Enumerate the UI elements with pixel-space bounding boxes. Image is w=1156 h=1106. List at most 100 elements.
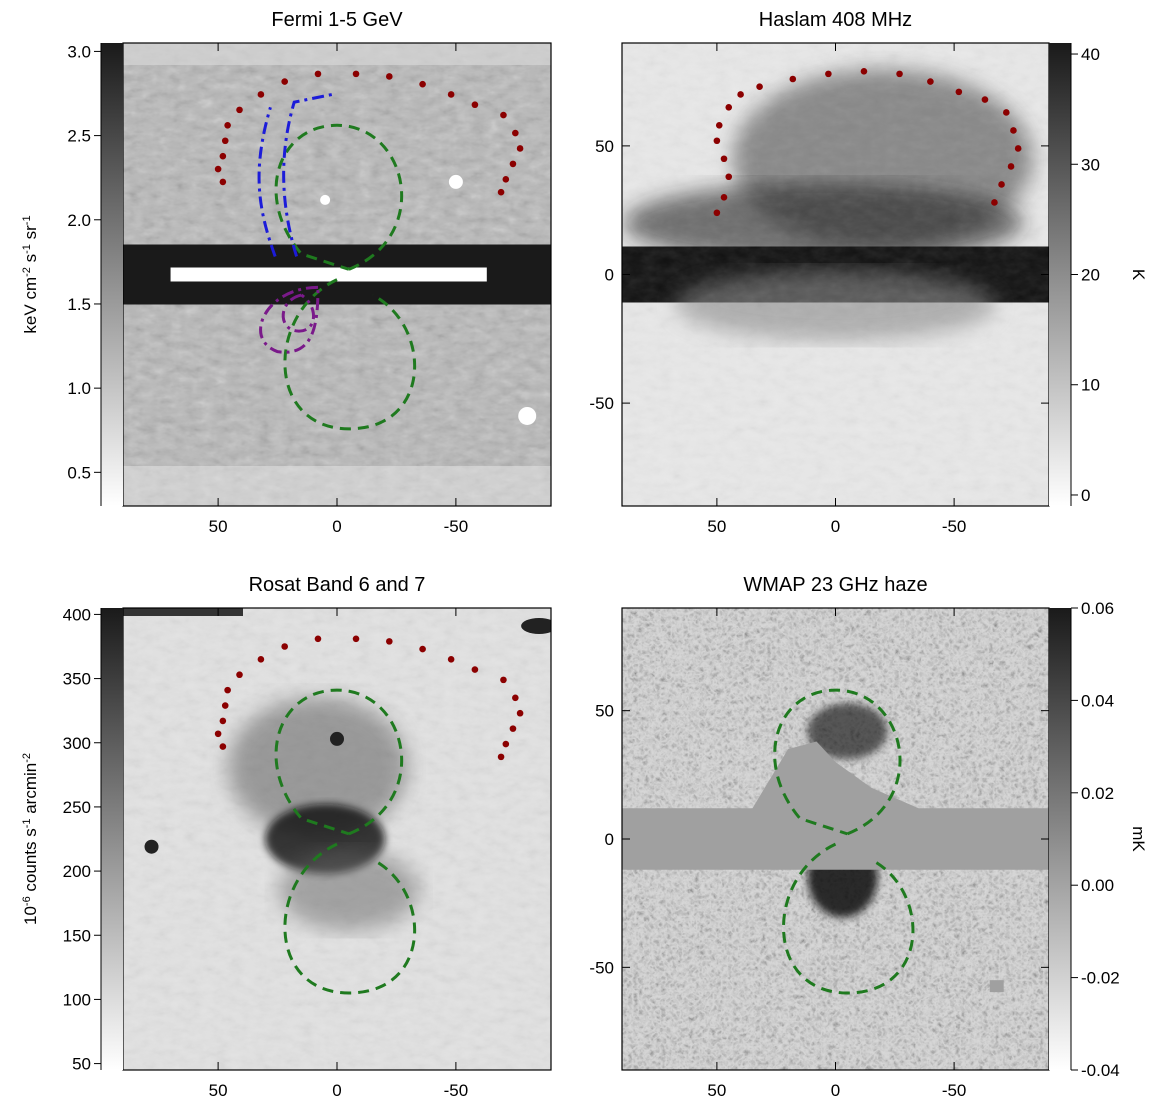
- colorbar-tick-label: 100: [63, 990, 91, 1009]
- edge-dot: [257, 91, 265, 98]
- colorbar: 0 10 20 30 40 K: [1049, 43, 1148, 506]
- north-bubble-outline: [274, 688, 403, 836]
- edge-dot: [236, 106, 243, 114]
- x-tick-label: 50: [209, 1081, 228, 1100]
- colorbar-tick-label: 2.0: [67, 211, 91, 230]
- x-tick-label: 0: [831, 1081, 840, 1100]
- colorbar-tick-label: 20: [1081, 266, 1100, 285]
- colorbar-tick-label: 0: [1081, 486, 1090, 505]
- panel-title: Fermi 1-5 GeV: [271, 9, 403, 31]
- y-tick-label: 50: [595, 702, 614, 721]
- edge-dot: [955, 88, 963, 96]
- panel-title: Haslam 408 MHz: [759, 9, 912, 31]
- edge-dot: [502, 176, 510, 183]
- colorbar-tick-label: 400: [63, 605, 91, 624]
- x-tick-label: 0: [332, 517, 341, 536]
- colorbar-tick-label: 350: [63, 670, 91, 689]
- edge-dot: [352, 635, 360, 643]
- edge-dot: [219, 743, 227, 750]
- panel-title: WMAP 23 GHz haze: [743, 574, 927, 596]
- purple-outline: [259, 285, 320, 354]
- colorbar-label: mK: [1129, 826, 1148, 852]
- y-tick-label: 0: [605, 830, 614, 849]
- edge-dot: [221, 702, 229, 709]
- sky-map: [123, 43, 551, 506]
- edge-dot: [991, 199, 998, 206]
- edge-dot: [1010, 127, 1017, 134]
- colorbar-tick-label: 1.0: [67, 379, 91, 398]
- edge-dot: [447, 91, 455, 98]
- edge-dot: [497, 188, 505, 196]
- y-tick-label: -50: [589, 958, 614, 977]
- south-bubble-outline: [283, 842, 417, 995]
- y-tick-label: -50: [589, 394, 614, 413]
- edge-dot: [214, 165, 222, 173]
- x-tick-label: -50: [942, 517, 967, 536]
- panel-title: Rosat Band 6 and 7: [249, 574, 426, 596]
- edge-dot: [497, 753, 505, 761]
- x-tick-label: -50: [444, 517, 469, 536]
- x-tick-label: 0: [332, 1081, 341, 1100]
- edge-dot: [471, 666, 479, 673]
- edge-dot: [419, 80, 426, 88]
- edge-dot: [998, 181, 1005, 188]
- panel-2: Haslam 408 MHz 0 10 20 30 40 K 50 0 -50 50 0 -50: [589, 9, 1148, 536]
- colorbar-tick-label: 0.00: [1081, 876, 1114, 895]
- colorbar-tick-label: 250: [63, 798, 91, 817]
- colorbar-tick-label: 3.0: [67, 42, 91, 61]
- colorbar: 0.5 1.0 1.5 2.0 2.5 3.0 keV cm-2 s-1 sr-1: [21, 42, 123, 506]
- colorbar-tick-label: 0.06: [1081, 599, 1114, 618]
- overlays: [773, 688, 915, 995]
- edge-dot: [896, 70, 903, 78]
- colorbar-tick-label: 300: [63, 734, 91, 753]
- edge-dot: [471, 101, 479, 109]
- edge-dot: [516, 145, 524, 152]
- edge-dot: [386, 73, 393, 80]
- edge-dot: [927, 78, 934, 85]
- edge-dot: [352, 70, 360, 78]
- colorbar-tick-label: 1.5: [67, 295, 91, 314]
- edge-dot: [1014, 145, 1022, 152]
- colorbar-tick-label: 0.04: [1081, 691, 1114, 710]
- edge-dot: [219, 152, 227, 160]
- colorbar-label: 10-6 counts s-1 arcmin-2: [21, 753, 40, 925]
- overlays: [713, 67, 1022, 217]
- edge-dot: [720, 155, 728, 163]
- panel-1: Fermi 1-5 GeV 0.5 1.0 1.5 2.0 2.5 3.0 keV cm-2 …: [21, 9, 552, 536]
- edge-dot: [860, 67, 868, 75]
- y-tick-label: 50: [595, 137, 614, 156]
- edge-dot: [737, 91, 744, 98]
- blue-outline: [257, 92, 333, 258]
- colorbar-gradient: [101, 43, 123, 506]
- colorbar-tick-label: 40: [1081, 45, 1100, 64]
- x-tick-label: -50: [444, 1081, 469, 1100]
- colorbar-tick-label: 50: [72, 1055, 91, 1074]
- x-tick-label: -50: [942, 1081, 967, 1100]
- edge-dot: [314, 635, 322, 643]
- sky-map: [622, 43, 1049, 506]
- edge-dot: [1007, 163, 1015, 170]
- edge-dot: [500, 676, 507, 684]
- edge-dot: [981, 96, 989, 103]
- edge-dot: [713, 209, 721, 217]
- edge-dot: [236, 671, 243, 679]
- edge-dot: [516, 709, 524, 717]
- edge-dot: [214, 730, 222, 738]
- edge-dot: [509, 725, 517, 732]
- edge-dot: [509, 160, 517, 168]
- south-bubble-outline: [283, 278, 417, 431]
- colorbar-tick-label: 2.5: [67, 127, 91, 146]
- colorbar-label: K: [1129, 269, 1148, 281]
- masked-plane: [170, 267, 487, 282]
- colorbar-tick-label: 200: [63, 862, 91, 881]
- overlays: [214, 70, 524, 431]
- masked-plane: [622, 741, 1049, 870]
- colorbar-gradient: [1049, 608, 1071, 1070]
- edge-dot: [224, 686, 231, 694]
- edge-dot: [281, 643, 288, 650]
- colorbar-label: keV cm-2 s-1 sr-1: [21, 215, 40, 333]
- y-tick-label: 0: [605, 266, 614, 285]
- edge-dot: [756, 83, 763, 91]
- edge-dot: [447, 656, 455, 663]
